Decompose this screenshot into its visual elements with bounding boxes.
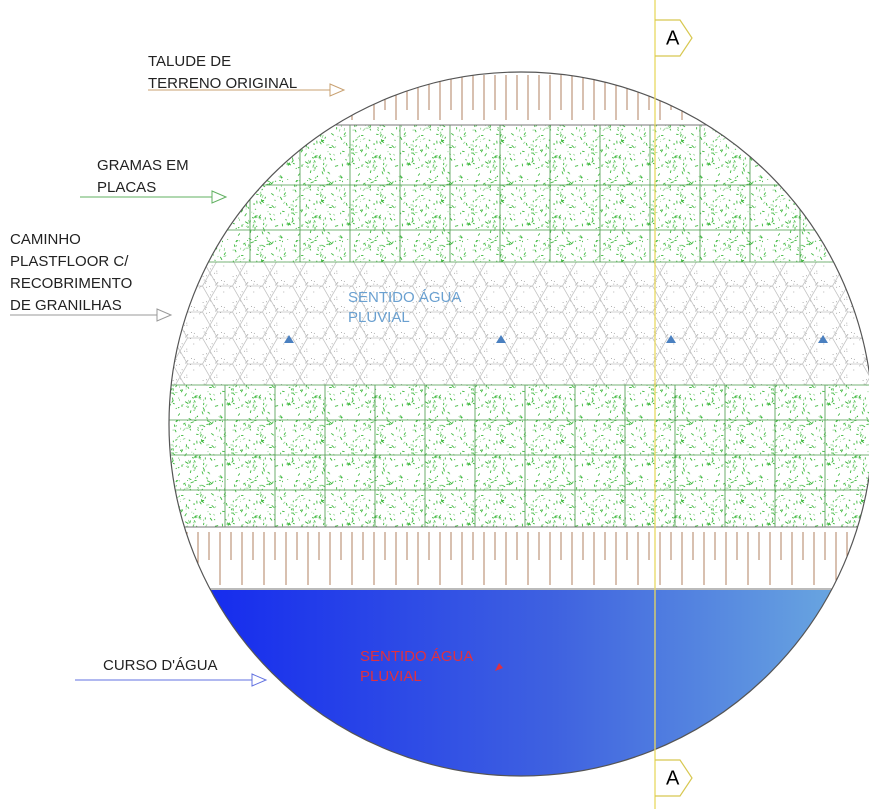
- callout-label: DE GRANILHAS: [10, 297, 122, 314]
- flow-label: SENTIDO ÁGUA: [348, 289, 461, 306]
- callout-label: GRAMAS EM: [97, 157, 189, 174]
- detail-outline: [168, 71, 869, 777]
- flow-label: PLUVIAL: [360, 668, 422, 685]
- path-band: [169, 262, 869, 385]
- callout-label: PLACAS: [97, 179, 156, 196]
- flow-label: PLUVIAL: [348, 309, 410, 326]
- callout-label: PLASTFLOOR C/: [10, 253, 129, 270]
- section-mark: A: [666, 27, 680, 49]
- section-mark: A: [666, 767, 680, 789]
- callout-label: RECOBRIMENTO: [10, 275, 132, 292]
- grass-band: [169, 385, 869, 527]
- callout-label: CURSO D'ÁGUA: [103, 657, 218, 674]
- callout-label: TALUDE DE: [148, 53, 231, 70]
- callout-label: TERRENO ORIGINAL: [148, 75, 297, 92]
- callout-label: CAMINHO: [10, 231, 81, 248]
- water-course: [169, 590, 869, 776]
- flow-label: SENTIDO ÁGUA: [360, 648, 473, 665]
- grass-band: [169, 125, 869, 262]
